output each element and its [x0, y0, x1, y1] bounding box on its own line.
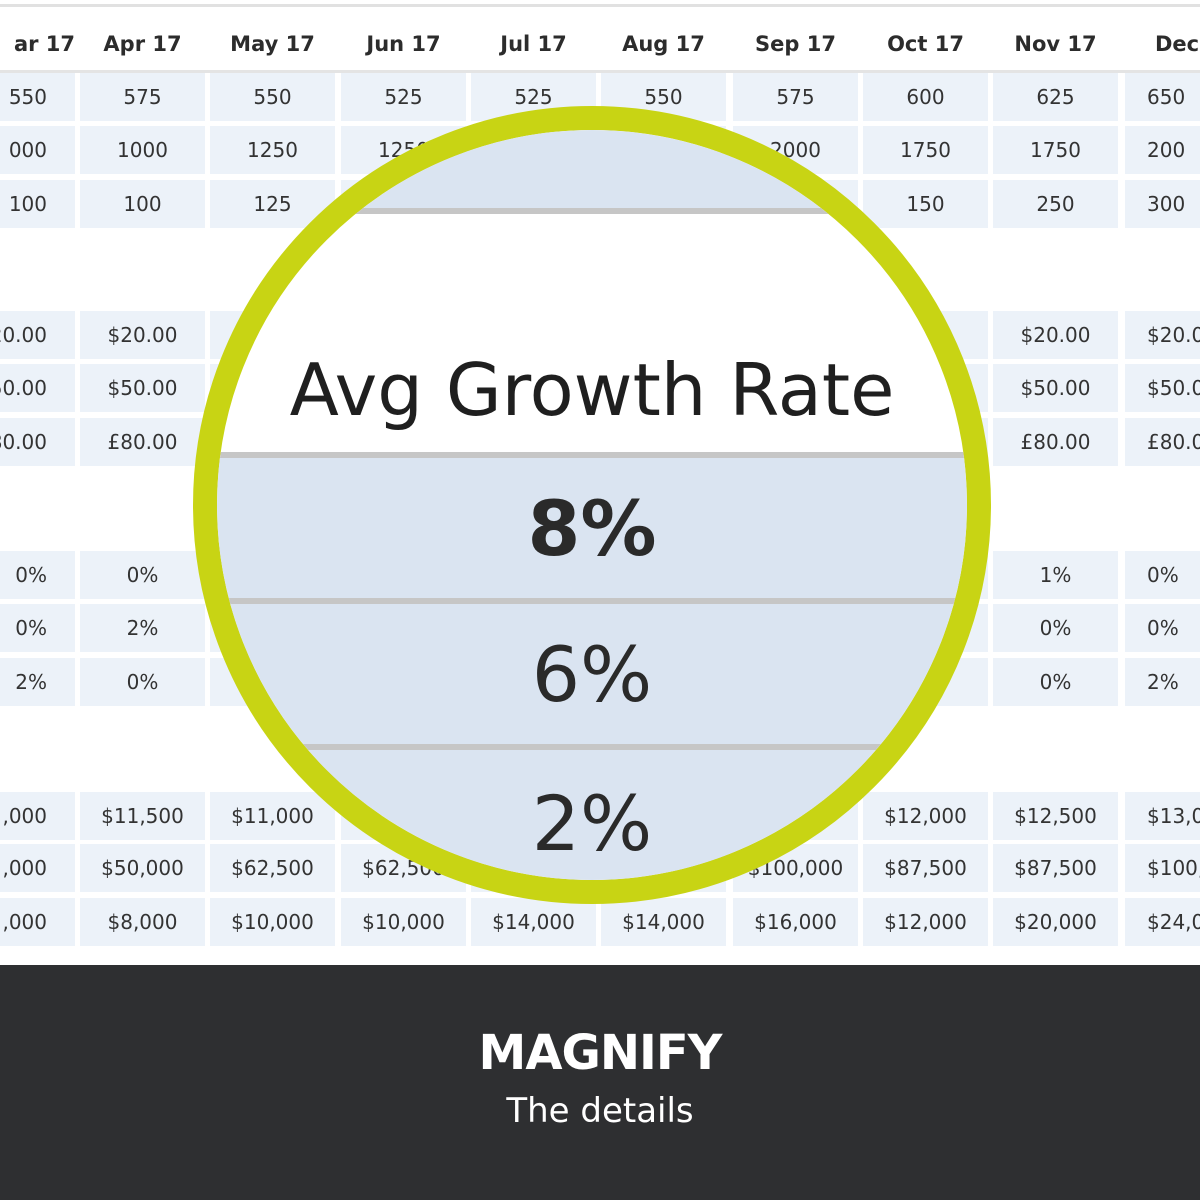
- table-cell: 0%: [80, 658, 205, 706]
- month-header: Dec: [1155, 32, 1200, 56]
- table-cell: 0%: [1125, 551, 1200, 599]
- table-cell: $13,0: [1125, 792, 1200, 840]
- caption-title: MAGNIFY: [478, 1025, 723, 1081]
- table-cell: 550: [210, 73, 335, 121]
- table-cell: 200: [1125, 126, 1200, 174]
- table-cell: 2%: [0, 658, 75, 706]
- table-cell: 0%: [0, 604, 75, 652]
- table-cell: $20.00: [993, 311, 1118, 359]
- caption-subtitle: The details: [506, 1091, 694, 1131]
- table-cell: 650: [1125, 73, 1200, 121]
- table-cell: 2%: [80, 604, 205, 652]
- table-cell: $50,000: [80, 844, 205, 892]
- month-header: May 17: [230, 32, 315, 56]
- top-border: [0, 4, 1200, 7]
- magnifier-value-3: 2%: [217, 750, 967, 880]
- table-cell: $20.00: [80, 311, 205, 359]
- table-cell: $50.00: [993, 364, 1118, 412]
- lens-divider: [217, 744, 967, 750]
- table-cell: $16,000: [733, 898, 858, 946]
- lens-divider: [217, 452, 967, 458]
- table-cell: 100: [0, 180, 75, 228]
- table-cell: $8,000: [80, 898, 205, 946]
- table-cell: $14,000: [471, 898, 596, 946]
- table-cell: £80.00: [993, 418, 1118, 466]
- table-cell: $100,0: [1125, 844, 1200, 892]
- table-cell: 2%: [1125, 658, 1200, 706]
- month-header: Aug 17: [622, 32, 705, 56]
- table-cell: $12,500: [993, 792, 1118, 840]
- table-cell: 0%: [80, 551, 205, 599]
- table-cell: 000: [0, 126, 75, 174]
- table-cell: $87,500: [993, 844, 1118, 892]
- magnifier-value-2: 6%: [217, 604, 967, 744]
- table-cell: ,000: [0, 792, 75, 840]
- table-cell: $50.00: [80, 364, 205, 412]
- table-cell: 50.00: [0, 364, 75, 412]
- table-cell: 300: [1125, 180, 1200, 228]
- table-cell: $14,000: [601, 898, 726, 946]
- table-cell: £80.0: [1125, 418, 1200, 466]
- caption-footer: MAGNIFY The details: [0, 965, 1200, 1200]
- table-cell: 250: [993, 180, 1118, 228]
- lens-band-top: [217, 130, 967, 208]
- table-cell: $50.0: [1125, 364, 1200, 412]
- month-header: Jun 17: [366, 32, 441, 56]
- table-cell: 625: [993, 73, 1118, 121]
- table-cell: $12,000: [863, 898, 988, 946]
- month-header: Sep 17: [755, 32, 836, 56]
- table-cell: 0%: [993, 658, 1118, 706]
- table-cell: 1000: [80, 126, 205, 174]
- table-cell: 1750: [993, 126, 1118, 174]
- table-cell: 575: [80, 73, 205, 121]
- table-cell: 525: [341, 73, 466, 121]
- table-cell: $11,500: [80, 792, 205, 840]
- table-cell: 0%: [1125, 604, 1200, 652]
- header-divider: [0, 70, 1200, 73]
- month-header: Nov 17: [1014, 32, 1097, 56]
- magnifier-value-1: 8%: [217, 458, 967, 598]
- month-header: Apr 17: [103, 32, 182, 56]
- table-cell: 0%: [0, 551, 75, 599]
- table-cell: £80.00: [80, 418, 205, 466]
- magnifier-title: Avg Growth Rate: [289, 348, 895, 432]
- table-cell: $24,0: [1125, 898, 1200, 946]
- table-cell: 600: [863, 73, 988, 121]
- month-header: ar 17: [13, 32, 75, 56]
- table-cell: $10,000: [210, 898, 335, 946]
- table-cell: 550: [0, 73, 75, 121]
- table-cell: $20,000: [993, 898, 1118, 946]
- table-cell: 20.00: [0, 311, 75, 359]
- magnifier-lens: Avg Growth Rate 8% 6% 2%: [193, 106, 991, 904]
- lens-divider: [217, 598, 967, 604]
- table-cell: 0%: [993, 604, 1118, 652]
- table-cell: $10,000: [341, 898, 466, 946]
- table-cell: $20.0: [1125, 311, 1200, 359]
- table-cell: ,000: [0, 844, 75, 892]
- table-cell: 80.00: [0, 418, 75, 466]
- table-cell: 575: [733, 73, 858, 121]
- lens-divider: [217, 208, 967, 214]
- table-cell: 1%: [993, 551, 1118, 599]
- table-cell: ,000: [0, 898, 75, 946]
- month-header: Oct 17: [887, 32, 964, 56]
- month-header: Jul 17: [500, 32, 567, 56]
- table-cell: 100: [80, 180, 205, 228]
